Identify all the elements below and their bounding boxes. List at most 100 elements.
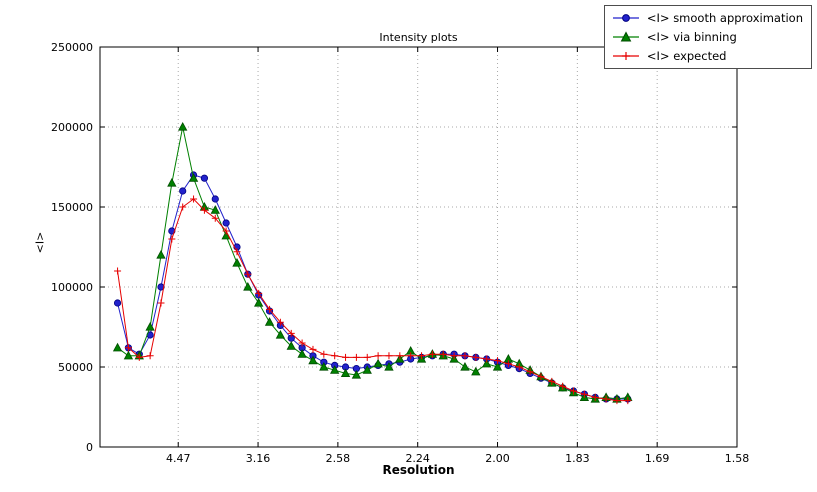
triangle-marker-icon [275,329,286,339]
plus-marker-icon [591,393,599,401]
triangle-marker-icon [156,249,166,259]
circle-marker-icon [200,174,209,182]
plus-marker-icon [276,318,284,326]
legend: <I> smooth approximation <I> via binning… [603,5,812,69]
plus-marker-icon [320,350,328,358]
y-tick-label: 200000 [51,121,93,134]
plus-marker-icon [483,355,491,363]
plus-marker-icon [233,248,241,256]
triangle-marker-icon [319,361,329,371]
y-tick-label: 100000 [51,281,93,294]
legend-item-binning: <I> via binning [611,29,803,45]
circle-marker-icon [113,299,122,307]
legend-label-smooth: <I> smooth approximation [646,11,803,25]
triangle-marker-icon [384,361,394,371]
legend-item-expected: <I> expected [611,48,803,64]
plus-marker-icon [504,360,512,368]
triangle-marker-icon [362,365,372,374]
plus-marker-icon [157,299,165,307]
chart-title: Intensity plots [379,31,458,44]
plus-marker-icon [385,352,393,360]
plus-marker-icon [146,352,154,360]
triangle-marker-icon [308,355,318,365]
y-tick-label: 250000 [51,41,93,54]
triangle-marker-icon [351,369,362,379]
triangle-marker-icon [481,358,492,368]
y-axis-label: <I> [33,231,47,254]
y-tick-label: 150000 [51,201,93,214]
circle-marker-icon [179,187,187,195]
plus-marker-icon [342,353,350,361]
plus-marker-icon [190,195,198,203]
triangle-marker-icon [167,177,177,187]
circle-marker-icon [211,195,219,203]
plus-marker-icon [266,305,274,313]
plus-marker-icon [114,267,122,275]
plus-marker-icon [222,227,230,235]
triangle-marker-icon [492,361,503,371]
x-tick-label: 2.24 [405,452,430,465]
triangle-marker-icon [188,173,199,182]
plus-marker-icon [515,363,523,371]
plus-marker-icon [211,214,219,222]
triangle-marker-icon [330,365,340,374]
plus-marker-icon [407,352,415,360]
triangle-marker-icon [460,361,470,371]
legend-key-smooth [612,14,639,22]
plot-background [100,47,737,447]
x-tick-label: 1.69 [645,452,670,465]
x-axis-label: Resolution [382,463,455,477]
triangle-marker-icon [254,297,264,307]
plus-marker-icon [537,373,545,381]
plus-marker-icon [200,206,208,214]
plus-marker-icon [179,203,187,211]
plus-marker-icon [461,352,469,360]
legend-label-binning: <I> via binning [646,30,737,44]
plus-marker-icon [352,353,360,361]
triangle-marker-icon [264,317,275,326]
triangle-marker-icon [112,342,123,352]
legend-key-expected [612,52,639,60]
tick-labels: 4.47 3.16 2.58 2.24 2.00 1.83 1.69 1.58 0 50000 10… [51,41,749,465]
x-tick-label: 1.83 [565,452,590,465]
plus-marker-icon [124,344,132,352]
legend-item-smooth: <I> smooth approximation [611,10,803,26]
plus-marker-icon [548,377,556,385]
series-line [117,198,628,402]
plus-marker-icon [374,352,382,360]
plus-marker-icon [331,352,339,360]
triangle-marker-icon [123,350,134,360]
triangle-marker-icon [210,205,220,214]
x-tick-label: 2.00 [485,452,510,465]
triangle-marker-icon [297,349,307,358]
plus-marker-icon [450,352,458,360]
plus-marker-icon [613,397,621,405]
triangle-marker-icon [340,368,351,378]
x-tick-label: 3.16 [246,452,271,465]
legend-label-expected: <I> expected [646,49,727,63]
plus-marker-icon [580,390,588,398]
x-tick-label: 4.47 [166,452,191,465]
plus-marker-icon [287,329,295,337]
triangle-marker-icon [471,366,481,376]
plus-marker-icon [168,235,176,243]
triangle-marker-icon [373,358,383,368]
series-2 [114,195,632,405]
plus-marker-icon [570,387,578,395]
plus-marker-icon [418,352,426,360]
plus-marker-icon [396,352,404,360]
plus-marker-icon [439,350,447,358]
plot-border [99,46,738,448]
plus-marker-icon [621,52,630,60]
y-tick-label: 50000 [58,361,93,374]
triangle-marker-icon [620,31,632,42]
plus-marker-icon [472,353,480,361]
y-tick-label: 0 [86,441,93,454]
triangle-marker-icon [178,121,188,131]
triangle-marker-icon [243,281,253,291]
x-tick-label: 2.58 [326,452,351,465]
plus-marker-icon [494,357,502,365]
x-tick-label: 1.58 [725,452,750,465]
